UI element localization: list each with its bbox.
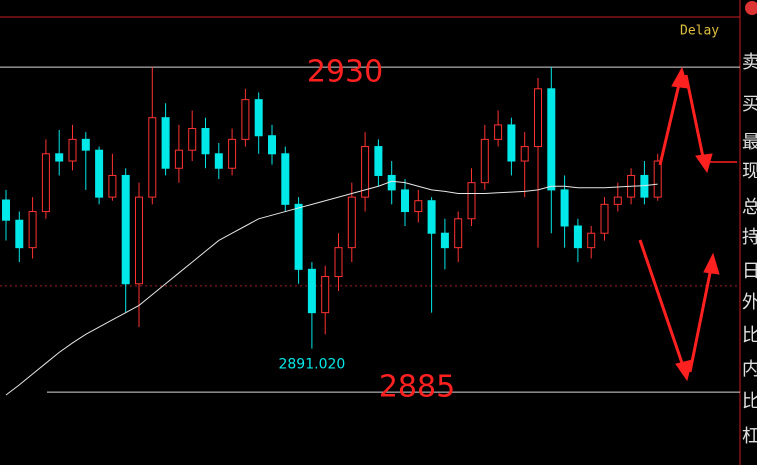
candle-down bbox=[121, 174, 130, 285]
arrowhead bbox=[695, 153, 713, 174]
candle-down bbox=[201, 128, 210, 155]
sidebar-label: 最 bbox=[742, 132, 757, 153]
candle-up bbox=[480, 138, 489, 184]
candle-down bbox=[2, 199, 10, 221]
candle-up bbox=[148, 117, 157, 198]
low-label: 2891.020 bbox=[278, 357, 345, 373]
candle-up bbox=[347, 196, 356, 249]
arrowhead bbox=[671, 66, 689, 89]
arrow bbox=[684, 74, 706, 163]
candle-up bbox=[28, 211, 37, 249]
sidebar-label: 杠 bbox=[742, 426, 757, 447]
candle-down bbox=[254, 99, 263, 137]
level-label: 2930 bbox=[307, 55, 383, 90]
arrow bbox=[688, 267, 713, 373]
sidebar-label: 比 bbox=[742, 325, 757, 346]
level-label: 2885 bbox=[379, 370, 455, 405]
candle-up bbox=[534, 88, 542, 148]
candle-up bbox=[135, 196, 143, 285]
candle-up bbox=[321, 276, 330, 314]
sidebar-label: 内 bbox=[742, 359, 757, 380]
candle-up bbox=[653, 160, 662, 198]
sidebar-label: 总 bbox=[742, 197, 757, 218]
arrow bbox=[638, 239, 685, 367]
plot: 2930 2885 2891.020 bbox=[0, 55, 740, 405]
moving-average bbox=[5, 180, 658, 396]
arrows bbox=[638, 66, 737, 382]
candle-down bbox=[547, 88, 556, 191]
candle-up bbox=[361, 146, 370, 198]
candle-down bbox=[95, 149, 104, 198]
close-icon[interactable] bbox=[745, 1, 757, 15]
candle-down bbox=[560, 189, 569, 227]
arrowhead bbox=[703, 252, 720, 275]
candle-down bbox=[268, 135, 276, 155]
candle-up bbox=[241, 99, 250, 140]
candle-down bbox=[214, 153, 223, 169]
candle-down bbox=[427, 200, 436, 234]
candle-up bbox=[467, 182, 476, 220]
sidebar-label: 买 bbox=[742, 94, 757, 115]
candle-down bbox=[374, 146, 383, 176]
sidebar-label: 日 bbox=[742, 261, 757, 282]
candle-down bbox=[401, 189, 409, 213]
candle-up bbox=[454, 218, 463, 249]
sidebar-label: 比 bbox=[742, 391, 757, 412]
arrow bbox=[658, 79, 682, 166]
candle-up bbox=[520, 146, 529, 162]
candle-up bbox=[174, 149, 183, 169]
sidebar-label: 持 bbox=[742, 227, 757, 248]
candle-up bbox=[108, 174, 117, 198]
candle-up bbox=[334, 247, 343, 278]
candle-up bbox=[587, 232, 596, 249]
sidebar-label: 卖 bbox=[742, 52, 757, 73]
candle-down bbox=[294, 203, 303, 270]
candle-down bbox=[507, 124, 516, 162]
sidebar-label: 外 bbox=[742, 292, 757, 313]
candle-up bbox=[600, 203, 609, 234]
candle-down bbox=[440, 232, 449, 249]
candle-down bbox=[640, 174, 649, 198]
candle-up bbox=[41, 153, 50, 213]
candle-up bbox=[68, 138, 77, 162]
candle-down bbox=[55, 153, 64, 162]
candle-up bbox=[494, 124, 503, 140]
candle-up bbox=[613, 196, 622, 205]
candle-down bbox=[81, 138, 90, 151]
status: Delay bbox=[680, 24, 719, 39]
candle-down bbox=[281, 153, 290, 205]
candle-down bbox=[307, 268, 316, 314]
candle-up bbox=[414, 200, 423, 213]
sidebar-label: 现 bbox=[742, 161, 757, 182]
candle-down bbox=[15, 219, 24, 249]
candle-up bbox=[188, 128, 197, 151]
candle-down bbox=[573, 225, 582, 249]
candle-up bbox=[228, 138, 237, 169]
candle-down bbox=[161, 117, 170, 169]
